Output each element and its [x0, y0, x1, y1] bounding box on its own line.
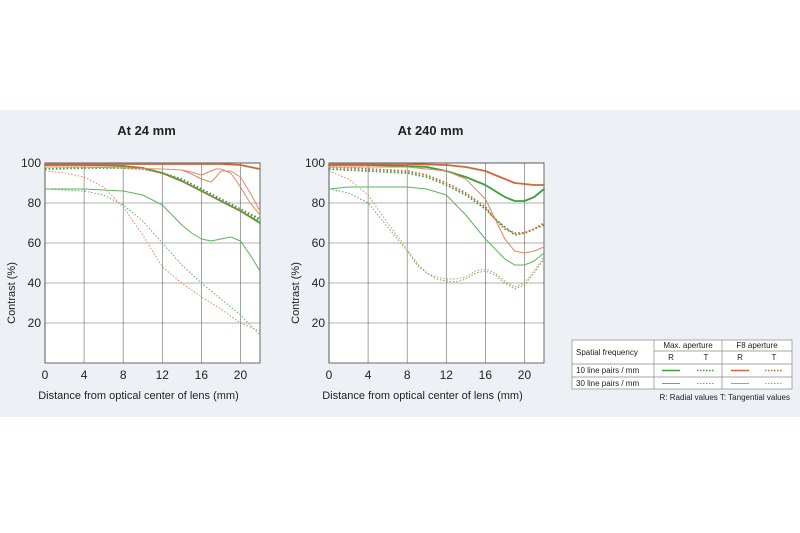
legend-sub-t: T	[772, 353, 777, 362]
y-tick-label: 40	[312, 276, 326, 290]
series-line	[328, 163, 545, 186]
legend-table: Spatial frequency Max. aperture F8 apert…	[571, 339, 793, 402]
y-tick-label: 60	[312, 236, 326, 250]
x-tick-label: 16	[479, 368, 493, 382]
series-line	[44, 170, 261, 332]
x-tick-label: 12	[440, 368, 454, 382]
series-line	[328, 164, 545, 202]
x-tick-label: 8	[404, 368, 411, 382]
legend-sub-t: T	[704, 353, 709, 362]
y-tick-label: 20	[28, 316, 42, 330]
series-line	[328, 188, 545, 290]
legend-box	[571, 339, 793, 390]
series-line	[328, 170, 545, 288]
x-tick-label: 0	[326, 368, 333, 382]
series-line	[181, 169, 261, 212]
plot-area	[45, 163, 260, 363]
series-line	[44, 188, 261, 272]
y-axis-label: Contrast (%)	[290, 262, 302, 324]
legend-header-f8: F8 aperture	[736, 341, 778, 350]
legend-header-max: Max. aperture	[663, 341, 713, 350]
x-tick-label: 4	[365, 368, 372, 382]
plot-frame	[44, 162, 261, 364]
y-axis-label: Contrast (%)	[6, 262, 18, 324]
x-tick-label: 0	[42, 368, 49, 382]
series-line	[44, 163, 261, 170]
x-tick-label: 16	[195, 368, 209, 382]
y-tick-label: 20	[312, 316, 326, 330]
chart-title: At 240 mm	[398, 123, 464, 138]
x-tick-label: 8	[120, 368, 127, 382]
y-tick-label: 40	[28, 276, 42, 290]
y-tick-label: 100	[21, 156, 41, 170]
legend-sub-r: R	[737, 353, 743, 362]
chart-24mm: 0 4 8 12 16 20 20 40 60 80 100 At 24 mm Distance fro…	[6, 123, 261, 402]
legend-sub-r: R	[668, 353, 674, 362]
chart-title: At 24 mm	[117, 123, 176, 138]
legend-row-30lp: 30 line pairs / mm	[576, 379, 639, 388]
x-tick-label: 4	[81, 368, 88, 382]
x-axis-label: Distance from optical center of lens (mm…	[322, 390, 523, 402]
x-tick-label: 20	[518, 368, 532, 382]
series-line	[44, 188, 261, 336]
legend-header-frequency: Spatial frequency	[576, 348, 638, 357]
x-tick-label: 12	[156, 368, 170, 382]
x-tick-label: 20	[234, 368, 248, 382]
legend-note: R: Radial values T: Tangential values	[660, 393, 790, 402]
series-line	[44, 166, 261, 216]
y-tick-label: 80	[312, 196, 326, 210]
y-tick-label: 80	[28, 196, 42, 210]
chart-240mm: 0 4 8 12 16 20 20 40 60 80 100 At 240 mm Distance fr…	[290, 123, 545, 402]
x-axis-label: Distance from optical center of lens (mm…	[38, 390, 239, 402]
plot-area	[329, 163, 544, 363]
y-tick-label: 100	[305, 156, 325, 170]
series-line	[328, 186, 545, 266]
y-tick-label: 60	[28, 236, 42, 250]
plot-frame	[328, 162, 545, 364]
series-line	[45, 164, 261, 222]
legend-row-10lp: 10 line pairs / mm	[576, 366, 639, 375]
series-line	[328, 166, 545, 254]
